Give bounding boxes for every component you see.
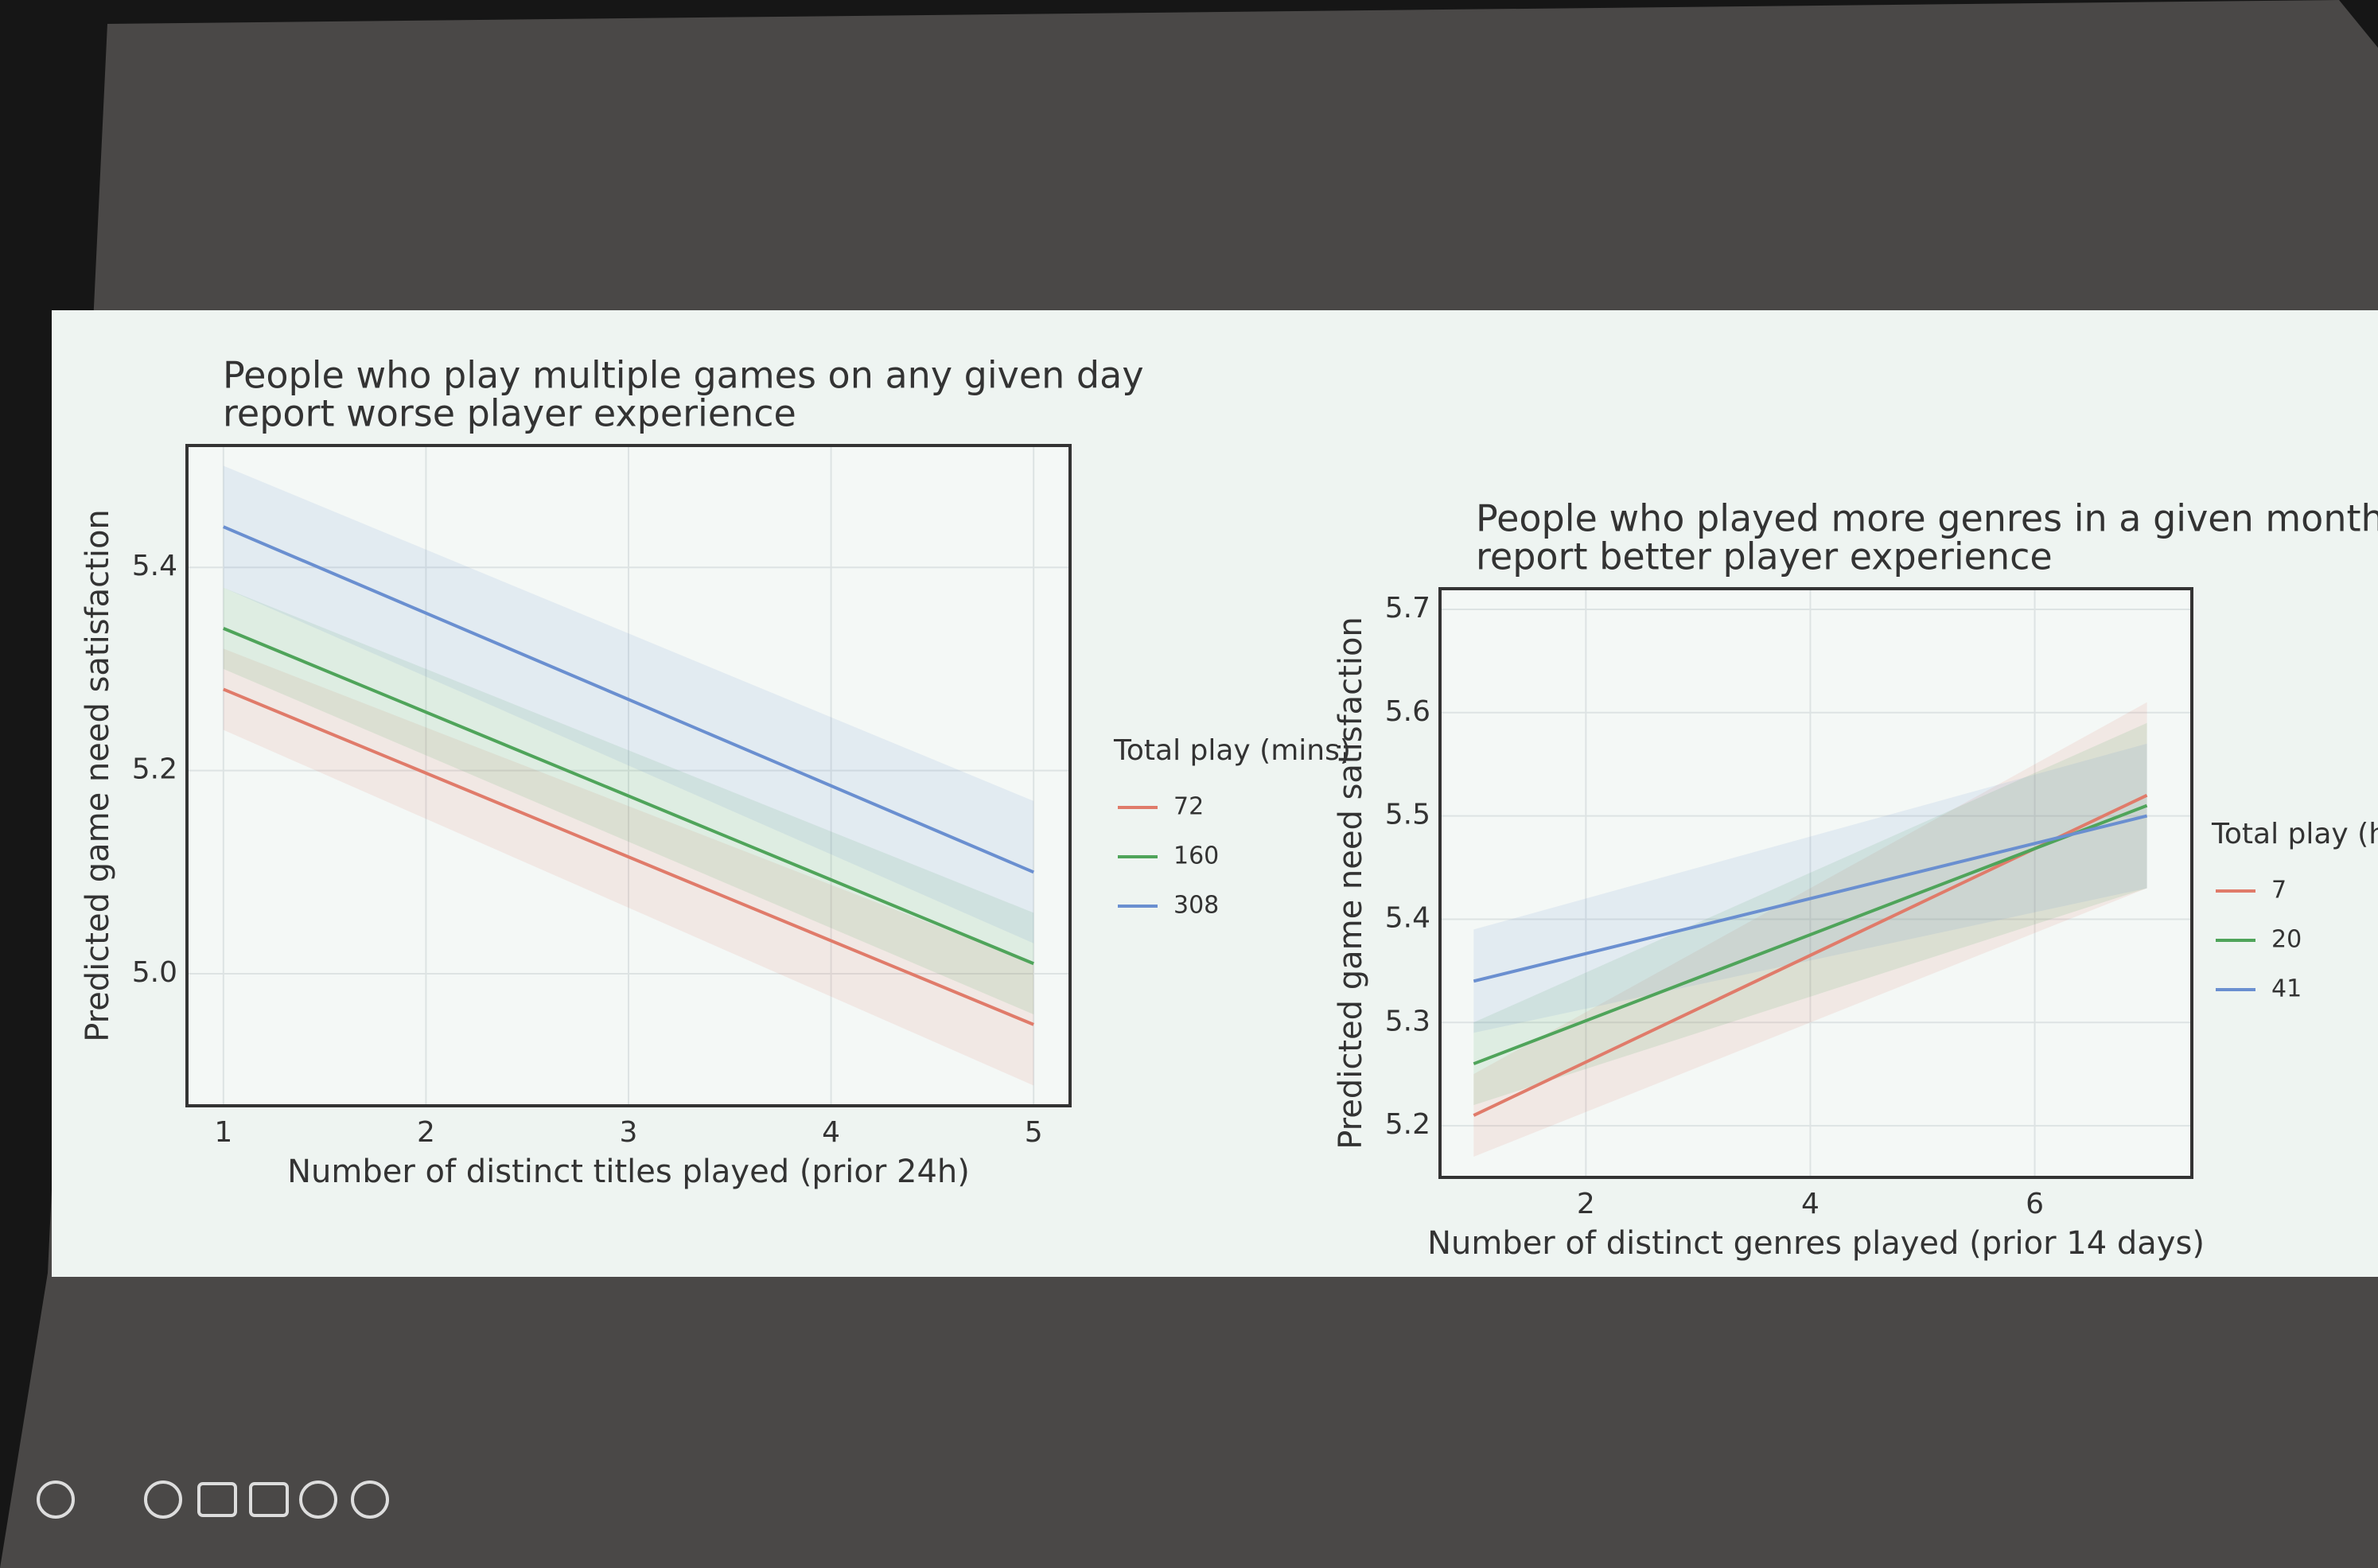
chart-title: People who play multiple games on any gi… — [223, 354, 1144, 397]
confidence-band — [1473, 743, 2147, 1033]
legend-label: 160 — [1173, 842, 1219, 870]
confidence-band — [223, 465, 1034, 944]
x-tick-label: 2 — [417, 1116, 435, 1149]
series-line — [1473, 814, 2148, 983]
x-axis-label: Number of distinct genres played (prior … — [1427, 1225, 2205, 1262]
legend-label: 72 — [1173, 793, 1204, 821]
prev-button[interactable] — [37, 1480, 75, 1519]
plot-area — [1440, 589, 2192, 1177]
x-tick-label: 2 — [1577, 1188, 1595, 1220]
plot-frame — [1438, 587, 2193, 1179]
y-tick-label: 5.2 — [1385, 1108, 1430, 1141]
y-axis-label: Predicted game need satisfaction — [80, 509, 116, 1042]
y-axis-label: Predicted game need satisfaction — [1333, 617, 1369, 1150]
legend-label: 308 — [1173, 892, 1219, 920]
series-line — [223, 687, 1034, 1026]
x-tick-label: 5 — [1025, 1116, 1043, 1149]
legend-label: 7 — [2271, 877, 2287, 905]
chart-title: report better player experience — [1476, 535, 2053, 578]
legend-title: Total play (mins) — [1113, 734, 1351, 767]
confidence-band — [1473, 702, 2147, 1158]
series-line — [1473, 803, 2148, 1066]
y-tick-label: 5.3 — [1385, 1005, 1430, 1037]
plot-frame — [185, 444, 1072, 1107]
chart-title: report worse player experience — [223, 392, 796, 435]
y-tick-label: 5.6 — [1385, 695, 1430, 728]
legend-label: 20 — [2271, 926, 2302, 954]
y-tick-label: 5.4 — [132, 550, 177, 582]
confidence-band — [1473, 722, 2147, 1106]
confidence-band — [223, 587, 1034, 1015]
x-tick-label: 1 — [214, 1116, 232, 1149]
series-line — [223, 626, 1034, 966]
y-tick-label: 5.7 — [1385, 592, 1430, 624]
series-line — [223, 525, 1034, 874]
x-tick-label: 4 — [1801, 1188, 1820, 1220]
confidence-band — [223, 648, 1034, 1086]
y-tick-label: 5.0 — [132, 956, 177, 989]
cc-button[interactable] — [197, 1482, 237, 1517]
next-button[interactable] — [351, 1480, 389, 1519]
x-tick-label: 4 — [822, 1116, 840, 1149]
legend-title: Total play (hrs) — [2211, 818, 2378, 850]
x-axis-label: Number of distinct titles played (prior … — [287, 1154, 970, 1190]
y-tick-label: 5.2 — [132, 753, 177, 786]
video-button[interactable] — [249, 1482, 289, 1517]
x-tick-label: 3 — [620, 1116, 638, 1149]
x-tick-label: 6 — [2026, 1188, 2044, 1220]
y-tick-label: 5.4 — [1385, 901, 1430, 934]
y-tick-label: 5.5 — [1385, 799, 1430, 831]
zoom-button[interactable] — [144, 1480, 182, 1519]
chart-title: People who played more genres in a given… — [1476, 497, 2378, 540]
toolbar — [37, 1480, 389, 1519]
legend-label: 41 — [2271, 975, 2302, 1003]
more-button[interactable] — [299, 1480, 337, 1519]
